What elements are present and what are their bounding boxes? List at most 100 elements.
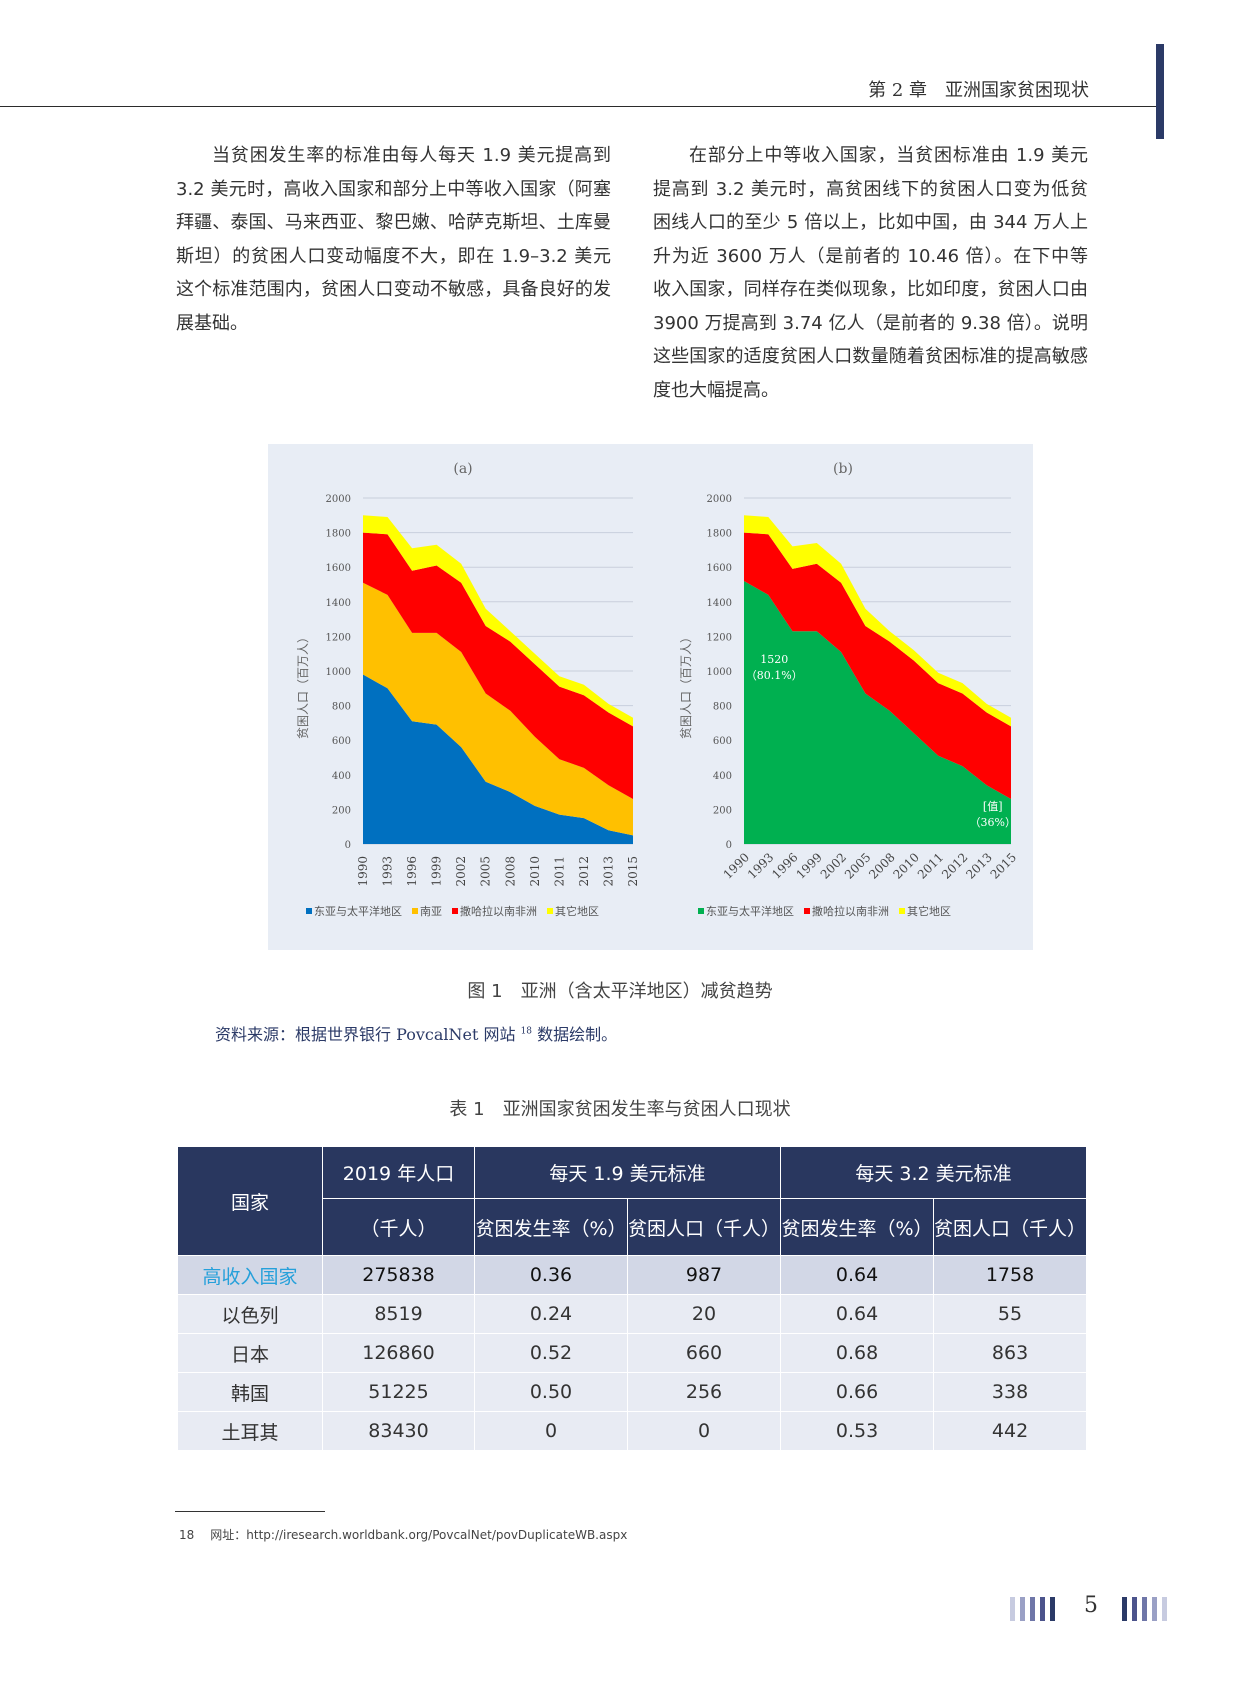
page-stripes-left bbox=[1010, 1597, 1055, 1621]
x-tick-label: 1996 bbox=[769, 850, 800, 881]
table-row: 以色列 8519 0.24 20 0.64 55 bbox=[177, 1294, 1088, 1334]
x-tick-label: 2008 bbox=[866, 850, 897, 881]
cell-people-3-2: 442 bbox=[933, 1411, 1088, 1451]
y-tick-label: 800 bbox=[332, 702, 351, 713]
x-tick-label: 2011 bbox=[915, 850, 946, 881]
x-tick-label: 2008 bbox=[503, 856, 517, 887]
table-row: 土耳其 83430 0 0 0.53 442 bbox=[177, 1411, 1088, 1451]
x-tick-label: 1999 bbox=[430, 856, 444, 887]
cell-people-3-2: 863 bbox=[933, 1333, 1088, 1373]
table-caption: 表 1 亚洲国家贫困发生率与贫困人口现状 bbox=[449, 1099, 791, 1120]
cell-country: 土耳其 bbox=[177, 1411, 323, 1451]
legend-label: 其它地区 bbox=[555, 904, 599, 918]
cell-country: 日本 bbox=[177, 1333, 323, 1373]
y-tick-label: 2000 bbox=[326, 494, 351, 505]
legend-swatch bbox=[804, 908, 810, 914]
x-tick-label: 2015 bbox=[988, 850, 1019, 881]
x-tick-label: 2011 bbox=[552, 856, 566, 887]
cell-people-1-9: 660 bbox=[626, 1333, 782, 1373]
area-chart-b: (b) 0 200 400 600 800 1000 1200 1400 1600 1800 2000… bbox=[678, 461, 1019, 918]
header-population-line2: （千人） bbox=[322, 1198, 475, 1256]
cell-people-3-2: 55 bbox=[933, 1294, 1088, 1334]
cell-rate-3-2: 0.53 bbox=[780, 1411, 935, 1451]
x-tick-label: 2002 bbox=[818, 850, 849, 881]
chapter-accent-bar bbox=[1156, 44, 1164, 139]
cell-country: 以色列 bbox=[177, 1294, 323, 1334]
x-tick-label: 1993 bbox=[381, 856, 395, 887]
x-tick-label: 1990 bbox=[721, 850, 752, 881]
x-tick-label: 1993 bbox=[745, 850, 776, 881]
header-country: 国家 bbox=[177, 1146, 323, 1256]
cell-rate-1-9: 0.50 bbox=[474, 1372, 628, 1412]
page-stripe bbox=[1050, 1597, 1055, 1621]
cell-rate-1-9: 0.52 bbox=[474, 1333, 628, 1373]
paragraph-left: 当贫困发生率的标准由每人每天 1.9 美元提高到 3.2 美元时，高收入国家和部… bbox=[176, 145, 611, 334]
series-area bbox=[744, 532, 1011, 799]
source-prefix: 资料来源：根据世界银行 PovcalNet 网站 bbox=[215, 1025, 516, 1044]
cell-population: 275838 bbox=[322, 1255, 475, 1295]
cell-people-1-9: 20 bbox=[626, 1294, 782, 1334]
y-tick-label: 0 bbox=[345, 840, 351, 851]
y-tick-label: 800 bbox=[713, 702, 732, 713]
x-tick-label: 2013 bbox=[601, 856, 615, 887]
legend-label: 东亚与太平洋地区 bbox=[314, 904, 402, 918]
y-tick-label: 1600 bbox=[707, 563, 732, 574]
series-area bbox=[363, 582, 633, 836]
x-tick-label: 2005 bbox=[479, 856, 493, 887]
footnote-rule bbox=[175, 1511, 325, 1512]
y-tick-label: 1800 bbox=[326, 529, 351, 540]
y-tick-label: 1000 bbox=[707, 667, 732, 678]
header-std-1-9: 每天 1.9 美元标准 bbox=[473, 1146, 782, 1199]
header-std-3-2: 每天 3.2 美元标准 bbox=[780, 1146, 1088, 1199]
cell-rate-3-2: 0.66 bbox=[780, 1372, 935, 1412]
area-chart-a: (a) 0 200 400 600 800 1000 1200 1400 1600 1800 2000… bbox=[295, 461, 640, 918]
x-tick-label: 1996 bbox=[405, 856, 419, 887]
page-stripe bbox=[1162, 1597, 1167, 1621]
x-tick-label: 2010 bbox=[891, 850, 922, 881]
x-tick-label: 2010 bbox=[528, 856, 542, 887]
y-tick-label: 1400 bbox=[707, 598, 732, 609]
legend-swatch bbox=[412, 908, 418, 914]
cell-people-3-2: 1758 bbox=[933, 1255, 1088, 1295]
data-label: 1520 bbox=[760, 653, 788, 666]
y-tick-label: 200 bbox=[332, 805, 351, 816]
cell-people-3-2: 338 bbox=[933, 1372, 1088, 1412]
x-tick-label: 2005 bbox=[842, 850, 873, 881]
y-tick-label: 1600 bbox=[326, 563, 351, 574]
y-tick-label: 1000 bbox=[326, 667, 351, 678]
cell-population: 8519 bbox=[322, 1294, 475, 1334]
cell-people-1-9: 256 bbox=[626, 1372, 782, 1412]
legend-label: 其它地区 bbox=[907, 904, 951, 918]
series-area bbox=[744, 515, 1011, 727]
source-footnote-ref[interactable]: 18 bbox=[520, 1026, 533, 1037]
x-tick-label: 1990 bbox=[356, 856, 370, 887]
footnote-url[interactable]: 网址：http://iresearch.worldbank.org/Povcal… bbox=[210, 1528, 628, 1542]
cell-population: 126860 bbox=[322, 1333, 475, 1373]
legend-swatch bbox=[899, 908, 905, 914]
table-row: 日本 126860 0.52 660 0.68 863 bbox=[177, 1333, 1088, 1373]
figure-charts: (a)0200400600800100012001400160018002000… bbox=[295, 461, 1019, 918]
cell-rate-3-2: 0.68 bbox=[780, 1333, 935, 1373]
y-axis-label: 贫困人口（百万人） bbox=[295, 631, 310, 739]
table-row: 高收入国家 275838 0.36 987 0.64 1758 bbox=[177, 1255, 1088, 1295]
y-axis-label: 贫困人口（百万人） bbox=[678, 631, 693, 739]
legend-label: 撒哈拉以南非洲 bbox=[812, 904, 889, 918]
y-tick-label: 1800 bbox=[707, 529, 732, 540]
cell-rate-3-2: 0.64 bbox=[780, 1255, 935, 1295]
y-tick-label: 600 bbox=[332, 736, 351, 747]
table-row: 韩国 51225 0.50 256 0.66 338 bbox=[177, 1372, 1088, 1412]
x-tick-label: 2012 bbox=[939, 850, 970, 881]
legend-swatch bbox=[698, 908, 704, 914]
page-number: 5 bbox=[1084, 1593, 1098, 1618]
cell-people-1-9: 0 bbox=[626, 1411, 782, 1451]
source-suffix: 数据绘制。 bbox=[532, 1025, 618, 1044]
source-note: 资料来源：根据世界银行 PovcalNet 网站 18 数据绘制。 bbox=[215, 1021, 617, 1045]
x-tick-label: 1999 bbox=[793, 850, 824, 881]
header-population-line1: 2019 年人口 bbox=[322, 1146, 475, 1199]
y-tick-label: 1400 bbox=[326, 598, 351, 609]
cell-country[interactable]: 高收入国家 bbox=[177, 1255, 323, 1295]
page-stripes-right bbox=[1122, 1597, 1167, 1621]
x-tick-label: 2002 bbox=[454, 856, 468, 887]
legend-swatch bbox=[306, 908, 312, 914]
figure-caption: 图 1 亚洲（含太平洋地区）减贫趋势 bbox=[467, 981, 773, 1002]
